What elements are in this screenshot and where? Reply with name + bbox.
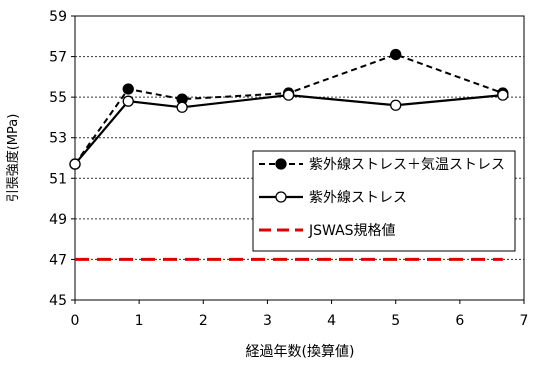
x-tick-label: 0 [71, 313, 80, 329]
y-tick-label: 59 [49, 9, 67, 25]
y-tick-labels: 45 47 49 51 53 55 57 59 [49, 9, 75, 309]
legend-label: 紫外線ストレス＋気温ストレス [309, 157, 505, 173]
x-tick-label: 7 [520, 313, 529, 329]
data-point [176, 101, 188, 113]
x-tick-label: 1 [135, 313, 144, 329]
x-axis-label: 経過年数(換算値) [246, 344, 355, 360]
y-tick-label: 47 [49, 252, 67, 268]
series-layer [69, 48, 509, 261]
y-tick-label: 57 [49, 50, 67, 66]
legend-marker [275, 191, 287, 203]
y-tick-label: 53 [49, 131, 67, 147]
x-tick-label: 3 [263, 313, 272, 329]
data-point [497, 89, 509, 101]
data-point [69, 158, 81, 170]
legend-label: 紫外線ストレス [309, 190, 407, 206]
x-tick-label: 4 [327, 313, 336, 329]
y-tick-label: 49 [49, 212, 67, 228]
x-tick-labels: 0 1 2 3 4 5 6 7 [71, 300, 529, 329]
series-line [74, 53, 504, 165]
y-tick-label: 55 [49, 90, 67, 106]
series-line [74, 94, 503, 165]
y-axis-label: 引張強度(MPa) [5, 114, 21, 203]
x-tick-label: 6 [455, 313, 464, 329]
legend-label: JSWAS規格値 [308, 223, 396, 239]
x-tick-label: 5 [391, 313, 400, 329]
legend-marker [275, 158, 287, 170]
data-point [122, 83, 134, 95]
x-tick-label: 2 [199, 313, 208, 329]
data-point [390, 48, 402, 61]
y-tick-label: 51 [49, 171, 67, 187]
data-point [390, 99, 402, 111]
legend-box [252, 150, 516, 252]
data-point [282, 89, 295, 101]
data-point [122, 95, 134, 107]
y-tick-label: 45 [49, 293, 67, 309]
